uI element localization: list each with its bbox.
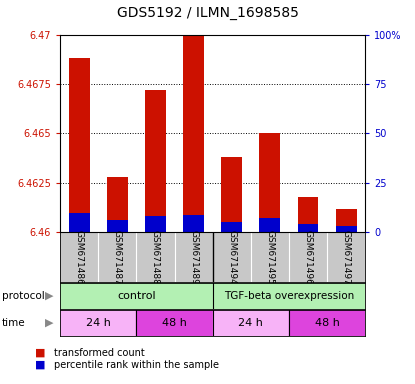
Bar xyxy=(60,283,213,309)
Bar xyxy=(259,134,281,232)
Text: ▶: ▶ xyxy=(45,318,53,328)
Text: TGF-beta overexpression: TGF-beta overexpression xyxy=(224,291,354,301)
Text: 48 h: 48 h xyxy=(162,318,187,328)
Bar xyxy=(221,157,242,232)
Text: time: time xyxy=(2,318,26,328)
Text: GSM671494: GSM671494 xyxy=(227,230,236,285)
Bar xyxy=(298,197,318,232)
Text: 24 h: 24 h xyxy=(238,318,263,328)
Bar xyxy=(69,58,90,232)
Text: GSM671489: GSM671489 xyxy=(189,230,198,285)
Text: protocol: protocol xyxy=(2,291,45,301)
Bar xyxy=(137,310,212,336)
Text: ▶: ▶ xyxy=(45,291,53,301)
Bar xyxy=(145,217,166,232)
Text: GSM671495: GSM671495 xyxy=(265,230,274,285)
Bar xyxy=(107,220,128,232)
Bar xyxy=(60,310,137,336)
Text: control: control xyxy=(117,291,156,301)
Bar xyxy=(69,212,90,232)
Text: ■: ■ xyxy=(35,360,46,370)
Text: GSM671496: GSM671496 xyxy=(303,230,312,285)
Text: GSM671488: GSM671488 xyxy=(151,230,160,285)
Text: 48 h: 48 h xyxy=(315,318,339,328)
Text: GSM671497: GSM671497 xyxy=(342,230,351,285)
Bar xyxy=(183,215,204,232)
Text: 24 h: 24 h xyxy=(86,318,111,328)
Text: percentile rank within the sample: percentile rank within the sample xyxy=(54,360,219,370)
Bar xyxy=(336,227,356,232)
Text: GDS5192 / ILMN_1698585: GDS5192 / ILMN_1698585 xyxy=(117,7,298,20)
Bar xyxy=(213,283,365,309)
Bar xyxy=(221,222,242,232)
Bar xyxy=(289,310,365,336)
Text: GSM671486: GSM671486 xyxy=(75,230,84,285)
Bar xyxy=(183,35,204,232)
Text: GSM671487: GSM671487 xyxy=(113,230,122,285)
Text: ■: ■ xyxy=(35,348,46,358)
Bar xyxy=(259,218,281,232)
Bar xyxy=(145,90,166,232)
Text: transformed count: transformed count xyxy=(54,348,145,358)
Bar xyxy=(213,310,289,336)
Bar xyxy=(107,177,128,232)
Bar xyxy=(336,209,356,232)
Bar xyxy=(298,224,318,232)
